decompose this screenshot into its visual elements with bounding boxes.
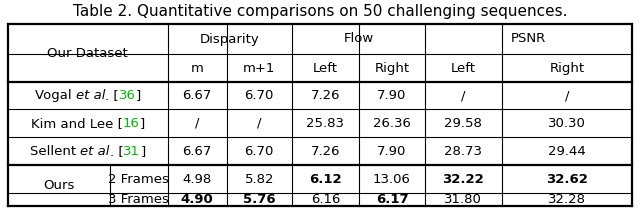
Text: m: m	[191, 62, 204, 75]
Text: 13.06: 13.06	[373, 173, 411, 186]
Text: PSNR: PSNR	[511, 32, 547, 46]
Text: 6.70: 6.70	[244, 145, 274, 158]
Text: 5.82: 5.82	[244, 173, 274, 186]
Text: Flow: Flow	[343, 32, 374, 46]
Text: 31.80: 31.80	[444, 193, 483, 206]
Text: 6.12: 6.12	[309, 173, 342, 186]
Text: Our Dataset: Our Dataset	[47, 47, 128, 59]
Text: Right: Right	[374, 62, 410, 75]
Text: 31: 31	[124, 145, 140, 158]
Text: 4.90: 4.90	[180, 193, 214, 206]
Text: 16: 16	[122, 117, 140, 130]
Text: et al: et al	[76, 89, 105, 102]
Text: 6.17: 6.17	[376, 193, 408, 206]
Text: 29.58: 29.58	[444, 117, 483, 130]
Text: 7.90: 7.90	[378, 89, 406, 102]
Text: 4.98: 4.98	[182, 173, 212, 186]
Text: 7.26: 7.26	[310, 145, 340, 158]
Text: /: /	[564, 89, 570, 102]
Text: 6.16: 6.16	[311, 193, 340, 206]
Text: 5.76: 5.76	[243, 193, 275, 206]
Text: 6.67: 6.67	[182, 145, 212, 158]
Text: 7.26: 7.26	[310, 89, 340, 102]
Text: 28.73: 28.73	[444, 145, 483, 158]
Text: 7.90: 7.90	[378, 145, 406, 158]
Text: 36: 36	[118, 89, 136, 102]
Text: 29.44: 29.44	[548, 145, 586, 158]
Text: 26.36: 26.36	[373, 117, 411, 130]
Text: /: /	[195, 117, 200, 130]
Text: Ours: Ours	[43, 179, 75, 192]
Text: . [: . [	[109, 145, 124, 158]
Text: /: /	[461, 89, 466, 102]
Text: 30.30: 30.30	[548, 117, 586, 130]
Text: 32.22: 32.22	[442, 173, 484, 186]
Text: 3 Frames: 3 Frames	[108, 193, 170, 206]
Text: ]: ]	[140, 117, 145, 130]
Text: Vogal: Vogal	[35, 89, 76, 102]
Text: 6.67: 6.67	[182, 89, 212, 102]
Text: m+1: m+1	[243, 62, 275, 75]
Text: ]: ]	[140, 145, 145, 158]
Text: Disparity: Disparity	[200, 32, 260, 46]
Text: Table 2. Quantitative comparisons on 50 challenging sequences.: Table 2. Quantitative comparisons on 50 …	[73, 4, 567, 19]
Text: /: /	[257, 117, 262, 130]
Text: 2 Frames: 2 Frames	[108, 173, 170, 186]
Text: Right: Right	[550, 62, 584, 75]
Text: Kim and Lee [: Kim and Lee [	[31, 117, 122, 130]
Text: et al: et al	[80, 145, 109, 158]
Text: Left: Left	[451, 62, 476, 75]
Text: Left: Left	[313, 62, 338, 75]
Text: Sellent: Sellent	[30, 145, 80, 158]
Text: . [: . [	[105, 89, 118, 102]
Text: ]: ]	[136, 89, 141, 102]
Text: 32.28: 32.28	[548, 193, 586, 206]
Text: 25.83: 25.83	[307, 117, 344, 130]
Text: 6.70: 6.70	[244, 89, 274, 102]
Text: 32.62: 32.62	[546, 173, 588, 186]
